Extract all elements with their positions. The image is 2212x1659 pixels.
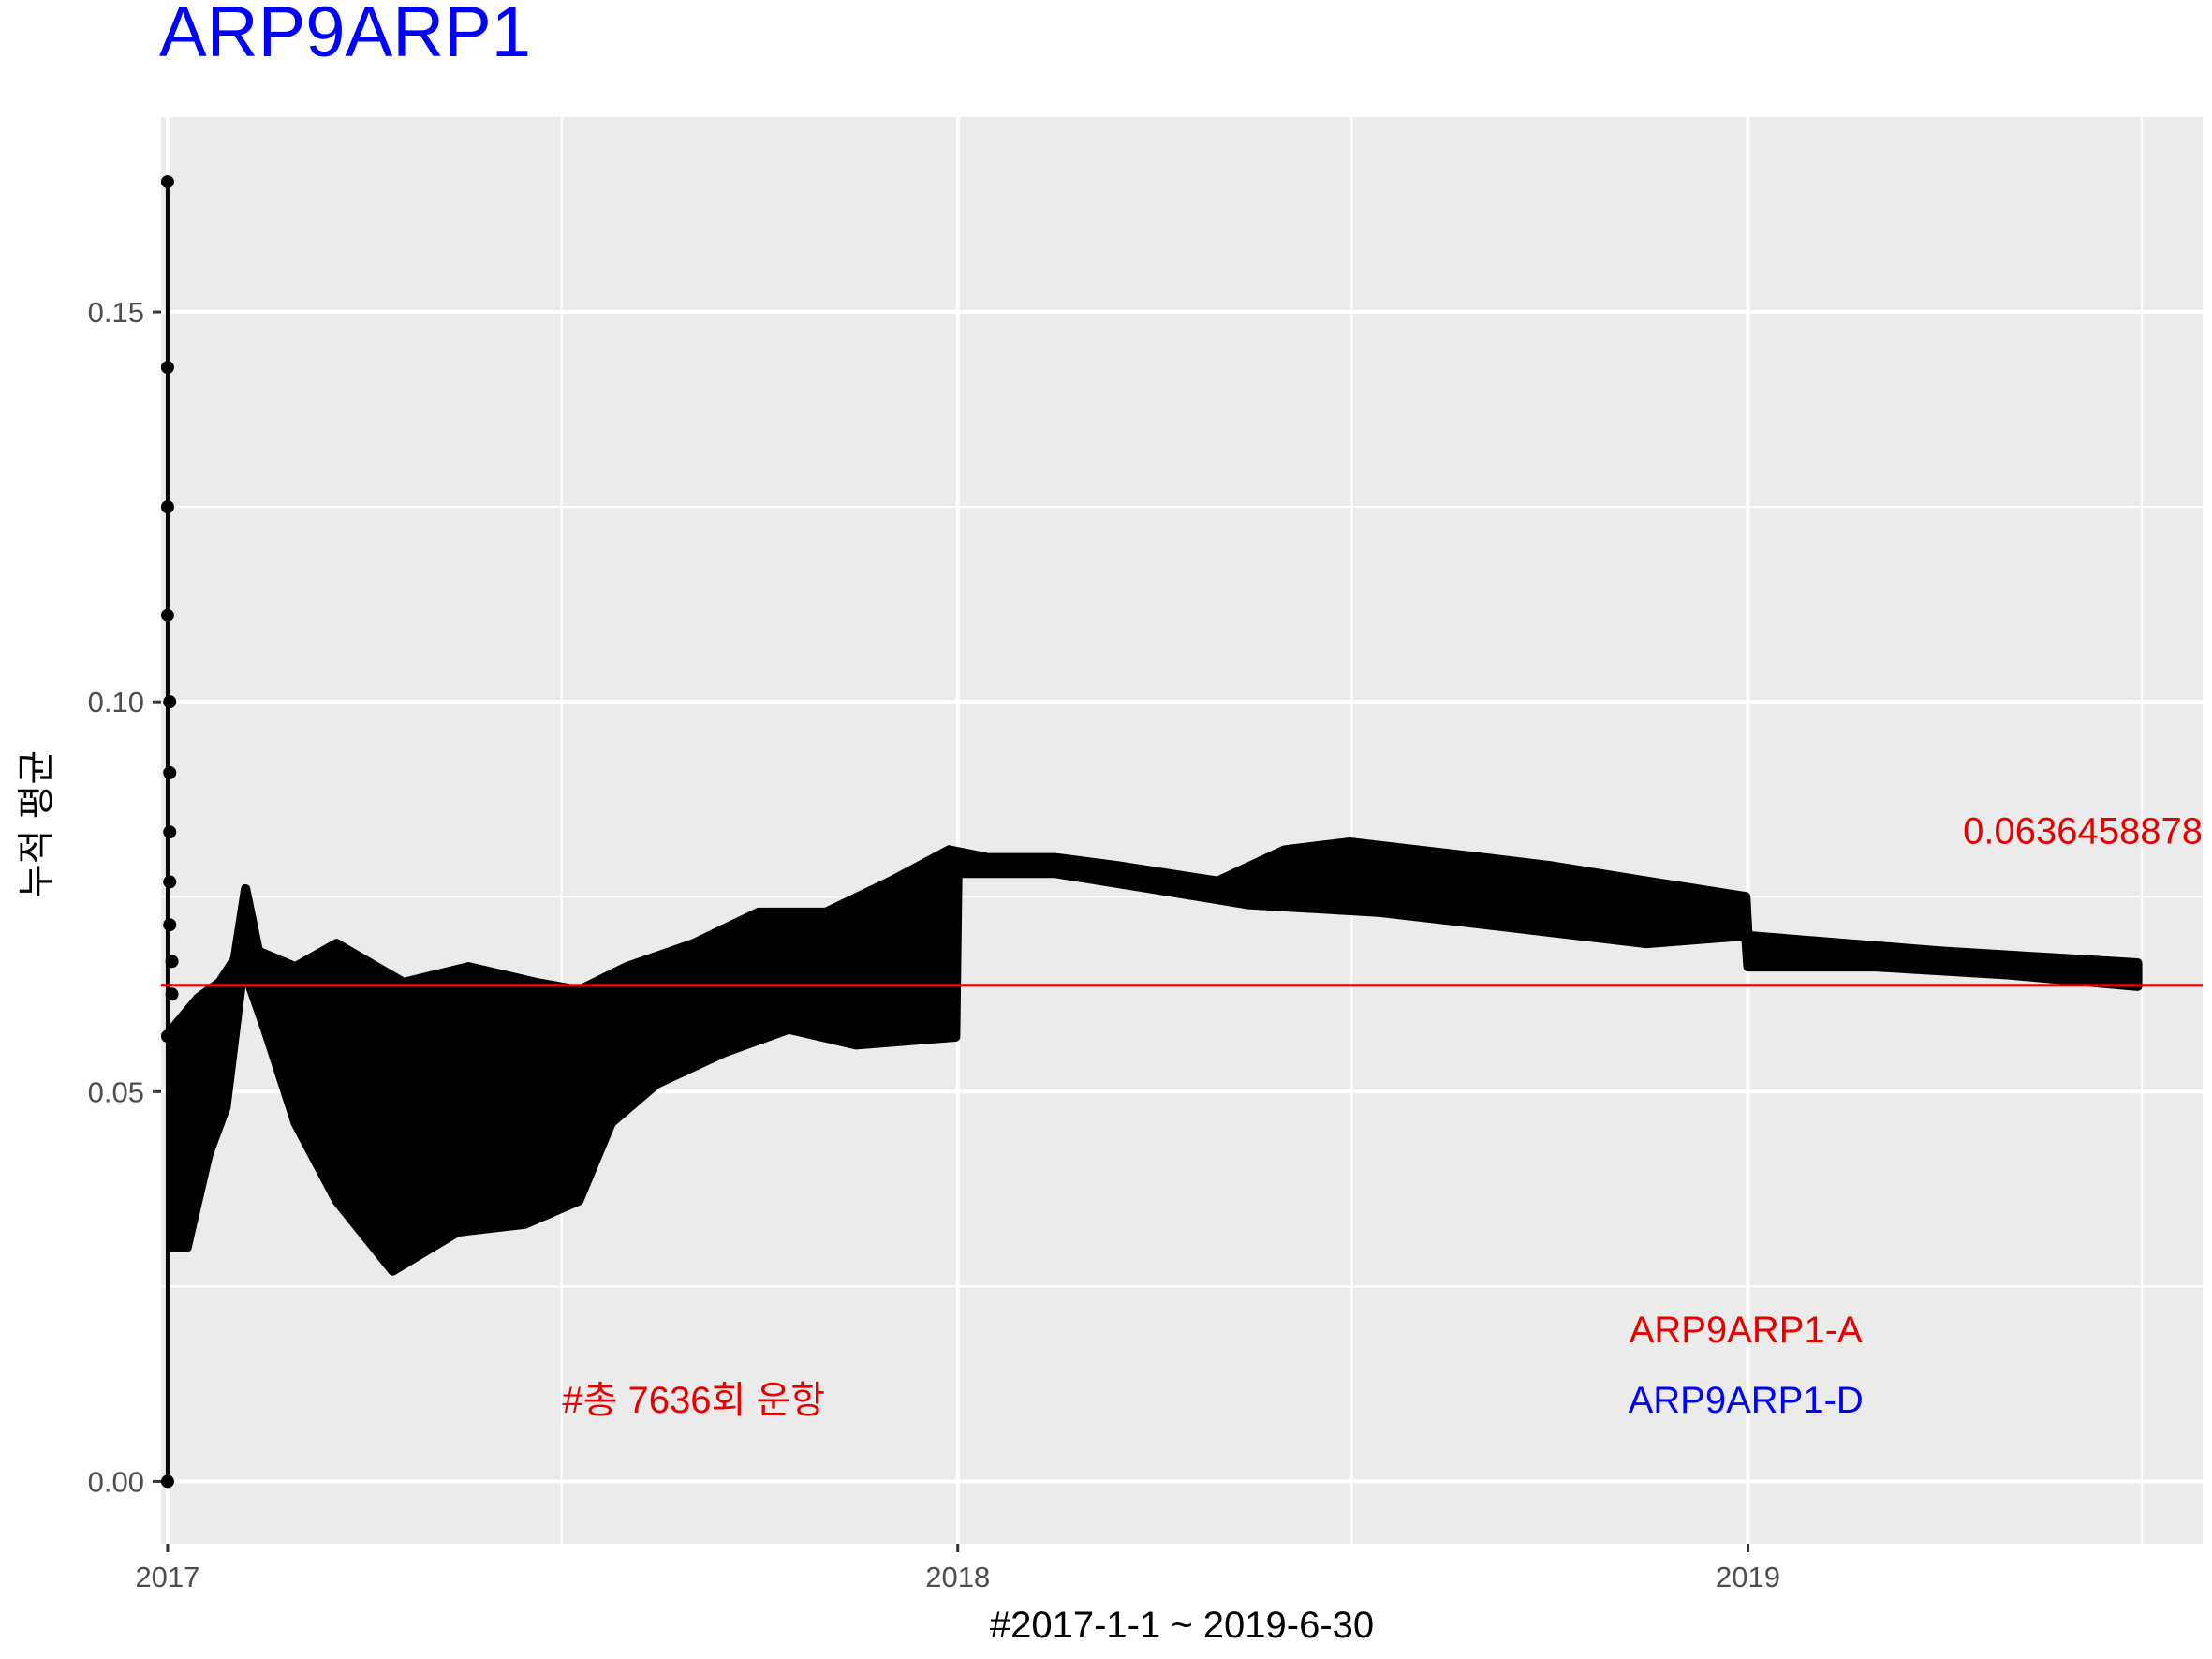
- data-point: [163, 875, 177, 889]
- x-tick-label: 2018: [925, 1561, 990, 1593]
- x-tick-label: 2019: [1716, 1561, 1780, 1593]
- chart-title: ARP9ARP1: [159, 0, 531, 72]
- data-point: [160, 608, 174, 622]
- x-tick-label: 2017: [135, 1561, 199, 1593]
- data-point: [160, 500, 174, 514]
- data-point: [163, 695, 177, 709]
- annotation-label: ARP9ARP1-D: [1629, 1380, 1864, 1421]
- data-point: [165, 987, 179, 1001]
- y-tick-label: 0.00: [88, 1465, 144, 1498]
- annotation-label: 0.0636458878: [1963, 811, 2203, 852]
- data-point: [160, 1474, 174, 1489]
- plot-area: 0.00 0.05 0.10 0.15 2017 2018 2019 #총 7636회 운항 0…: [88, 117, 2203, 1593]
- data-point: [160, 1029, 174, 1044]
- data-point: [163, 765, 177, 779]
- x-axis-title: #2017-1-1 ~ 2019-6-30: [990, 1605, 1374, 1646]
- annotation-label: ARP9ARP1-A: [1630, 1310, 1863, 1351]
- y-tick-label: 0.10: [88, 686, 144, 718]
- data-point: [163, 918, 177, 932]
- y-axis-title: 누적 평균: [16, 750, 57, 898]
- annotation-label: #총 7636회 운항: [562, 1380, 825, 1421]
- panel-background: [161, 117, 2203, 1544]
- y-tick-label: 0.05: [88, 1075, 144, 1108]
- data-point: [165, 955, 179, 969]
- data-point: [163, 825, 177, 839]
- data-point: [160, 361, 174, 375]
- y-tick-label: 0.15: [88, 296, 144, 329]
- data-point: [160, 175, 174, 189]
